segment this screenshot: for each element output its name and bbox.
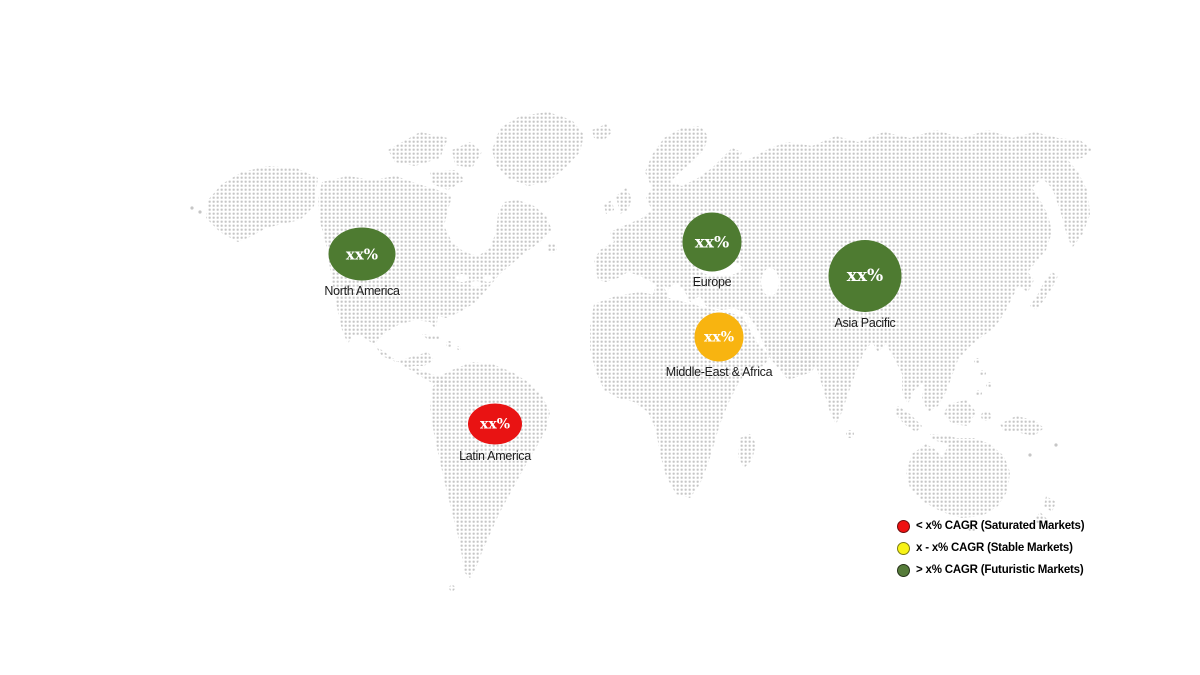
legend-label: x - x% CAGR (Stable Markets) xyxy=(916,542,1073,554)
map-caribbean xyxy=(422,334,442,340)
map-philippines xyxy=(974,358,980,364)
map-madagascar xyxy=(738,434,756,468)
map-sri-lanka xyxy=(846,430,854,438)
map-caspian-sea xyxy=(761,268,779,296)
legend-label: < x% CAGR (Saturated Markets) xyxy=(916,520,1085,532)
map-iceland xyxy=(592,124,612,140)
map-africa xyxy=(590,292,770,498)
region-label-north-america: North America xyxy=(324,284,400,298)
legend-dot-yellow xyxy=(897,541,910,555)
legend-label: > x% CAGR (Futuristic Markets) xyxy=(916,564,1084,576)
bubble-value: xx% xyxy=(694,232,730,252)
map-greenland xyxy=(492,112,584,186)
bubble-middle-east-africa: xx% xyxy=(694,312,744,362)
map-new-guinea xyxy=(1000,416,1044,436)
map-sulawesi xyxy=(981,411,991,421)
bubble-europe: xx% xyxy=(682,212,742,272)
region-label-latin-america: Latin America xyxy=(459,449,531,463)
map-australia xyxy=(906,438,1010,518)
legend-dot-green xyxy=(897,563,910,577)
legend: < x% CAGR (Saturated Markets) x - x% CAG… xyxy=(897,519,1085,585)
bubble-north-america: xx% xyxy=(328,227,396,281)
map-uk xyxy=(616,188,632,214)
map-alaska xyxy=(206,166,318,242)
map-great-lakes xyxy=(455,274,469,282)
map-sumatra xyxy=(894,406,922,432)
legend-item-stable: x - x% CAGR (Stable Markets) xyxy=(897,541,1084,555)
map-borneo xyxy=(944,400,976,426)
bubble-asia-pacific: xx% xyxy=(828,240,902,312)
map-tasmania xyxy=(968,524,976,532)
map-arctic-islands xyxy=(388,132,448,166)
map-new-zealand xyxy=(1044,496,1056,512)
bubble-value: xx% xyxy=(704,329,734,345)
bubble-value: xx% xyxy=(345,245,379,263)
legend-item-saturated: < x% CAGR (Saturated Markets) xyxy=(897,519,1085,533)
map-north-america xyxy=(318,176,552,390)
bubble-value: xx% xyxy=(480,416,510,432)
map-japan xyxy=(1030,272,1058,310)
map-arabia xyxy=(764,338,823,378)
legend-dot-red xyxy=(897,519,910,533)
map-south-america xyxy=(430,362,550,578)
region-label-asia-pacific: Asia Pacific xyxy=(834,316,896,330)
map-ireland xyxy=(604,200,614,214)
legend-item-futuristic: > x% CAGR (Futuristic Markets) xyxy=(897,563,1084,577)
bubble-value: xx% xyxy=(846,266,884,286)
region-label-europe: Europe xyxy=(692,275,732,289)
bubble-latin-america: xx% xyxy=(468,403,522,445)
region-label-middle-east-africa: Middle-East & Africa xyxy=(665,365,773,379)
